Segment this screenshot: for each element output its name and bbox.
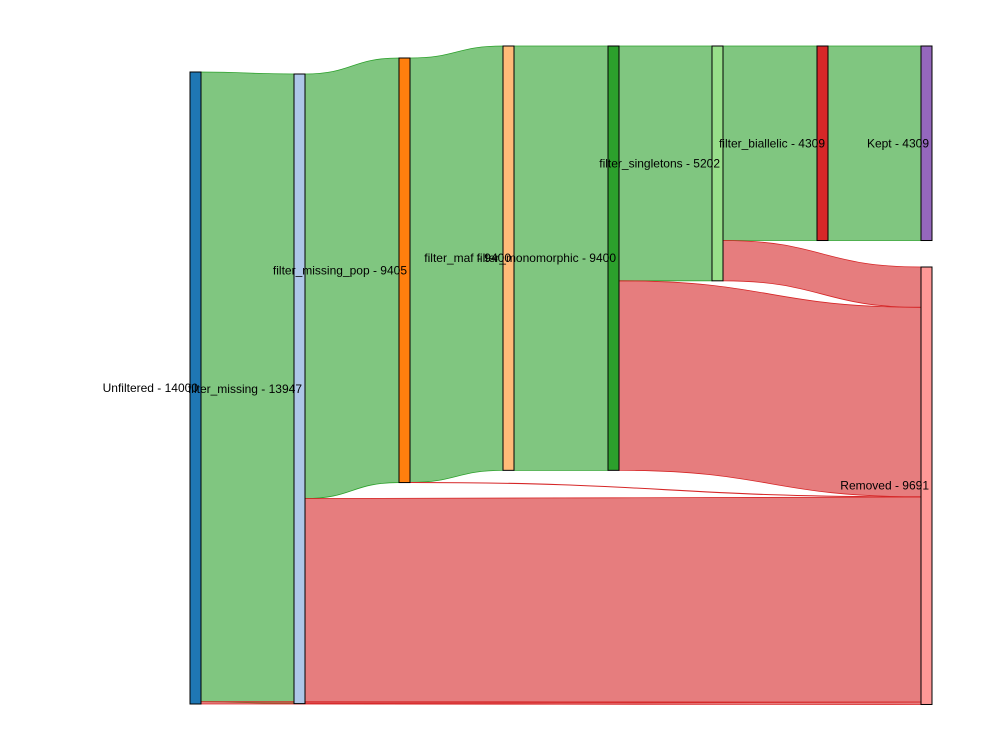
node-filter_missing_pop [398, 57, 411, 484]
node-label-removed: Removed - 9691 [840, 479, 929, 493]
node-filter_biallelic [816, 45, 829, 242]
node-label-filter_singletons: filter_singletons - 5202 [599, 156, 720, 170]
links-layer [200, 45, 922, 705]
link-filter_missing-to-removed [304, 496, 922, 705]
node-filter_singletons [711, 45, 724, 282]
node-filter_monomorphic [607, 45, 620, 471]
nodes-layer [189, 45, 933, 705]
node-kept [920, 45, 933, 242]
node-label-unfiltered: Unfiltered - 14000 [103, 381, 199, 395]
node-unfiltered [189, 71, 202, 705]
node-label-filter_biallelic: filter_biallelic - 4309 [719, 136, 825, 150]
node-label-filter_missing_pop: filter_missing_pop - 9405 [273, 263, 407, 277]
link-filter_monomorphic-to-removed [618, 280, 922, 498]
node-label-kept: Kept - 4309 [867, 136, 929, 150]
node-removed [920, 266, 933, 705]
node-filter_missing [293, 73, 306, 705]
node-label-filter_maf: filter_maf - 9400 [424, 251, 511, 265]
node-label-filter_missing: filter_missing - 13947 [188, 382, 302, 396]
link-filter_missing-to-filter_missing_pop [304, 57, 400, 499]
node-label-filter_monomorphic: filter_monomorphic - 9400 [477, 251, 617, 265]
node-filter_maf [502, 45, 515, 471]
